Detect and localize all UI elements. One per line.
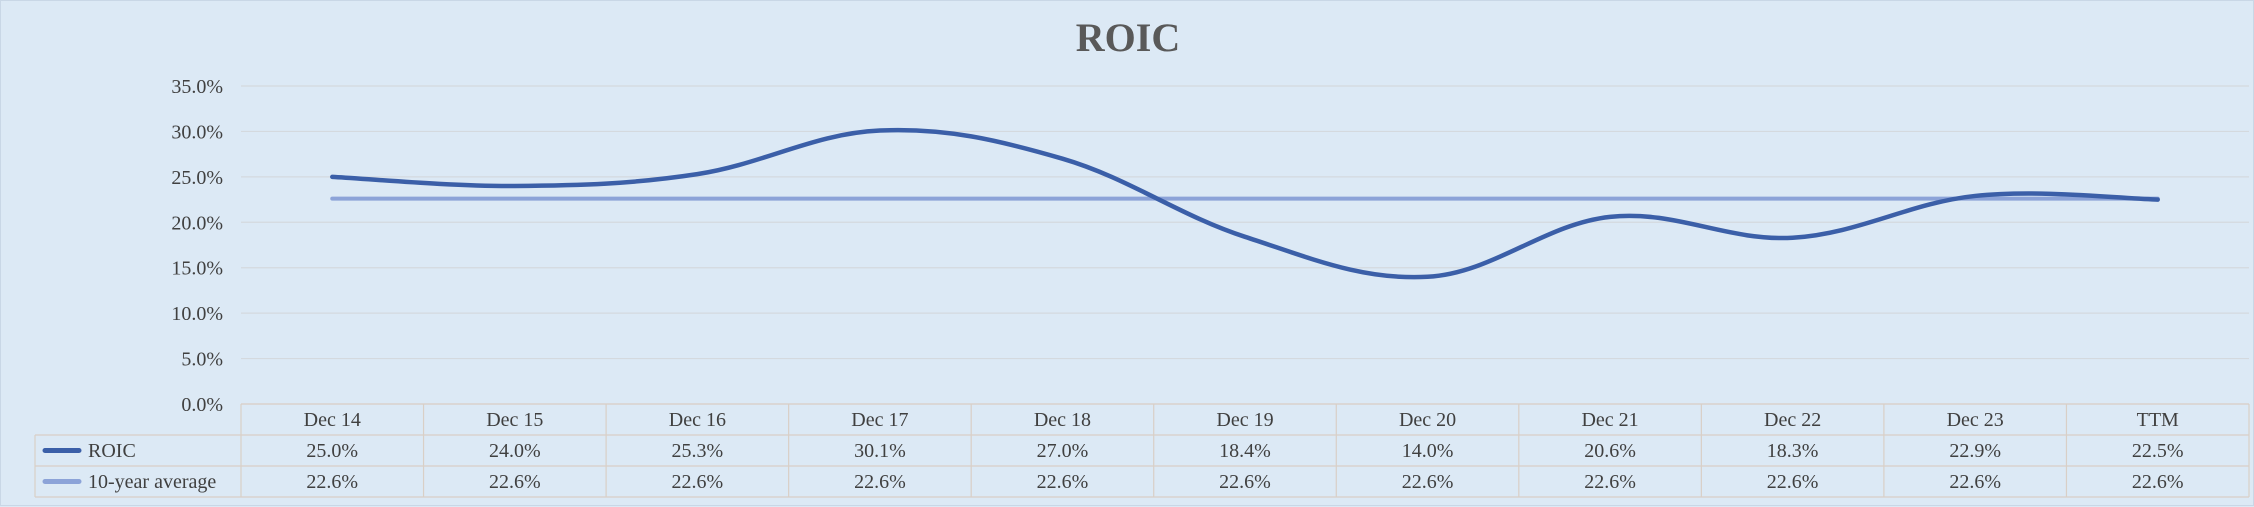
x-tick-label: Dec 18 [1034,409,1091,431]
data-label: 30.1% [854,440,906,462]
y-tick-label: 10.0% [171,303,223,325]
y-tick-label: 0.0% [181,394,223,416]
data-label: 22.6% [1767,471,1819,493]
data-label: 22.6% [1219,471,1271,493]
data-label: 22.5% [2132,440,2184,462]
data-label: 18.3% [1767,440,1819,462]
x-tick-label: Dec 20 [1399,409,1456,431]
x-tick-label: Dec 21 [1581,409,1638,431]
data-label: 22.6% [1584,471,1636,493]
y-tick-label: 35.0% [171,76,223,98]
gridlines [241,86,2249,404]
data-label: 25.3% [672,440,724,462]
x-tick-label: TTM [2137,409,2179,431]
y-tick-label: 30.0% [171,121,223,143]
data-label: 22.6% [672,471,724,493]
y-tick-label: 25.0% [171,167,223,189]
y-axis-ticks: 0.0% 5.0% 10.0% 15.0% 20.0% 25.0% 30.0% 35.0% [171,76,223,416]
data-label: 14.0% [1402,440,1454,462]
x-tick-label: Dec 22 [1764,409,1821,431]
x-tick-label: Dec 16 [669,409,726,431]
legend-label: 10-year average [88,471,216,493]
data-label: 18.4% [1219,440,1271,462]
data-label: 22.6% [1949,471,2001,493]
data-label: 27.0% [1037,440,1089,462]
series-lines [332,130,2157,277]
y-tick-label: 20.0% [171,212,223,234]
y-tick-label: 5.0% [181,349,223,371]
x-tick-label: Dec 14 [304,409,361,431]
data-label: 22.6% [854,471,906,493]
y-tick-label: 15.0% [171,258,223,280]
data-label: 22.9% [1949,440,2001,462]
data-label: 22.6% [2132,471,2184,493]
legend-label: ROIC [88,440,136,462]
data-label: 24.0% [489,440,541,462]
data-label: 25.0% [306,440,358,462]
roic-series-line [332,130,2157,277]
x-tick-label: Dec 17 [851,409,908,431]
data-label: 22.6% [1037,471,1089,493]
data-label: 22.6% [1402,471,1454,493]
data-label: 22.6% [489,471,541,493]
data-label: 22.6% [306,471,358,493]
x-tick-label: Dec 19 [1216,409,1273,431]
x-tick-label: Dec 15 [486,409,543,431]
chart-title: ROIC [1076,15,1180,60]
x-tick-label: Dec 23 [1947,409,2004,431]
data-label: 20.6% [1584,440,1636,462]
data-table: Dec 14 Dec 15 Dec 16 Dec 17 Dec 18 Dec 19 Dec … [35,404,2249,497]
